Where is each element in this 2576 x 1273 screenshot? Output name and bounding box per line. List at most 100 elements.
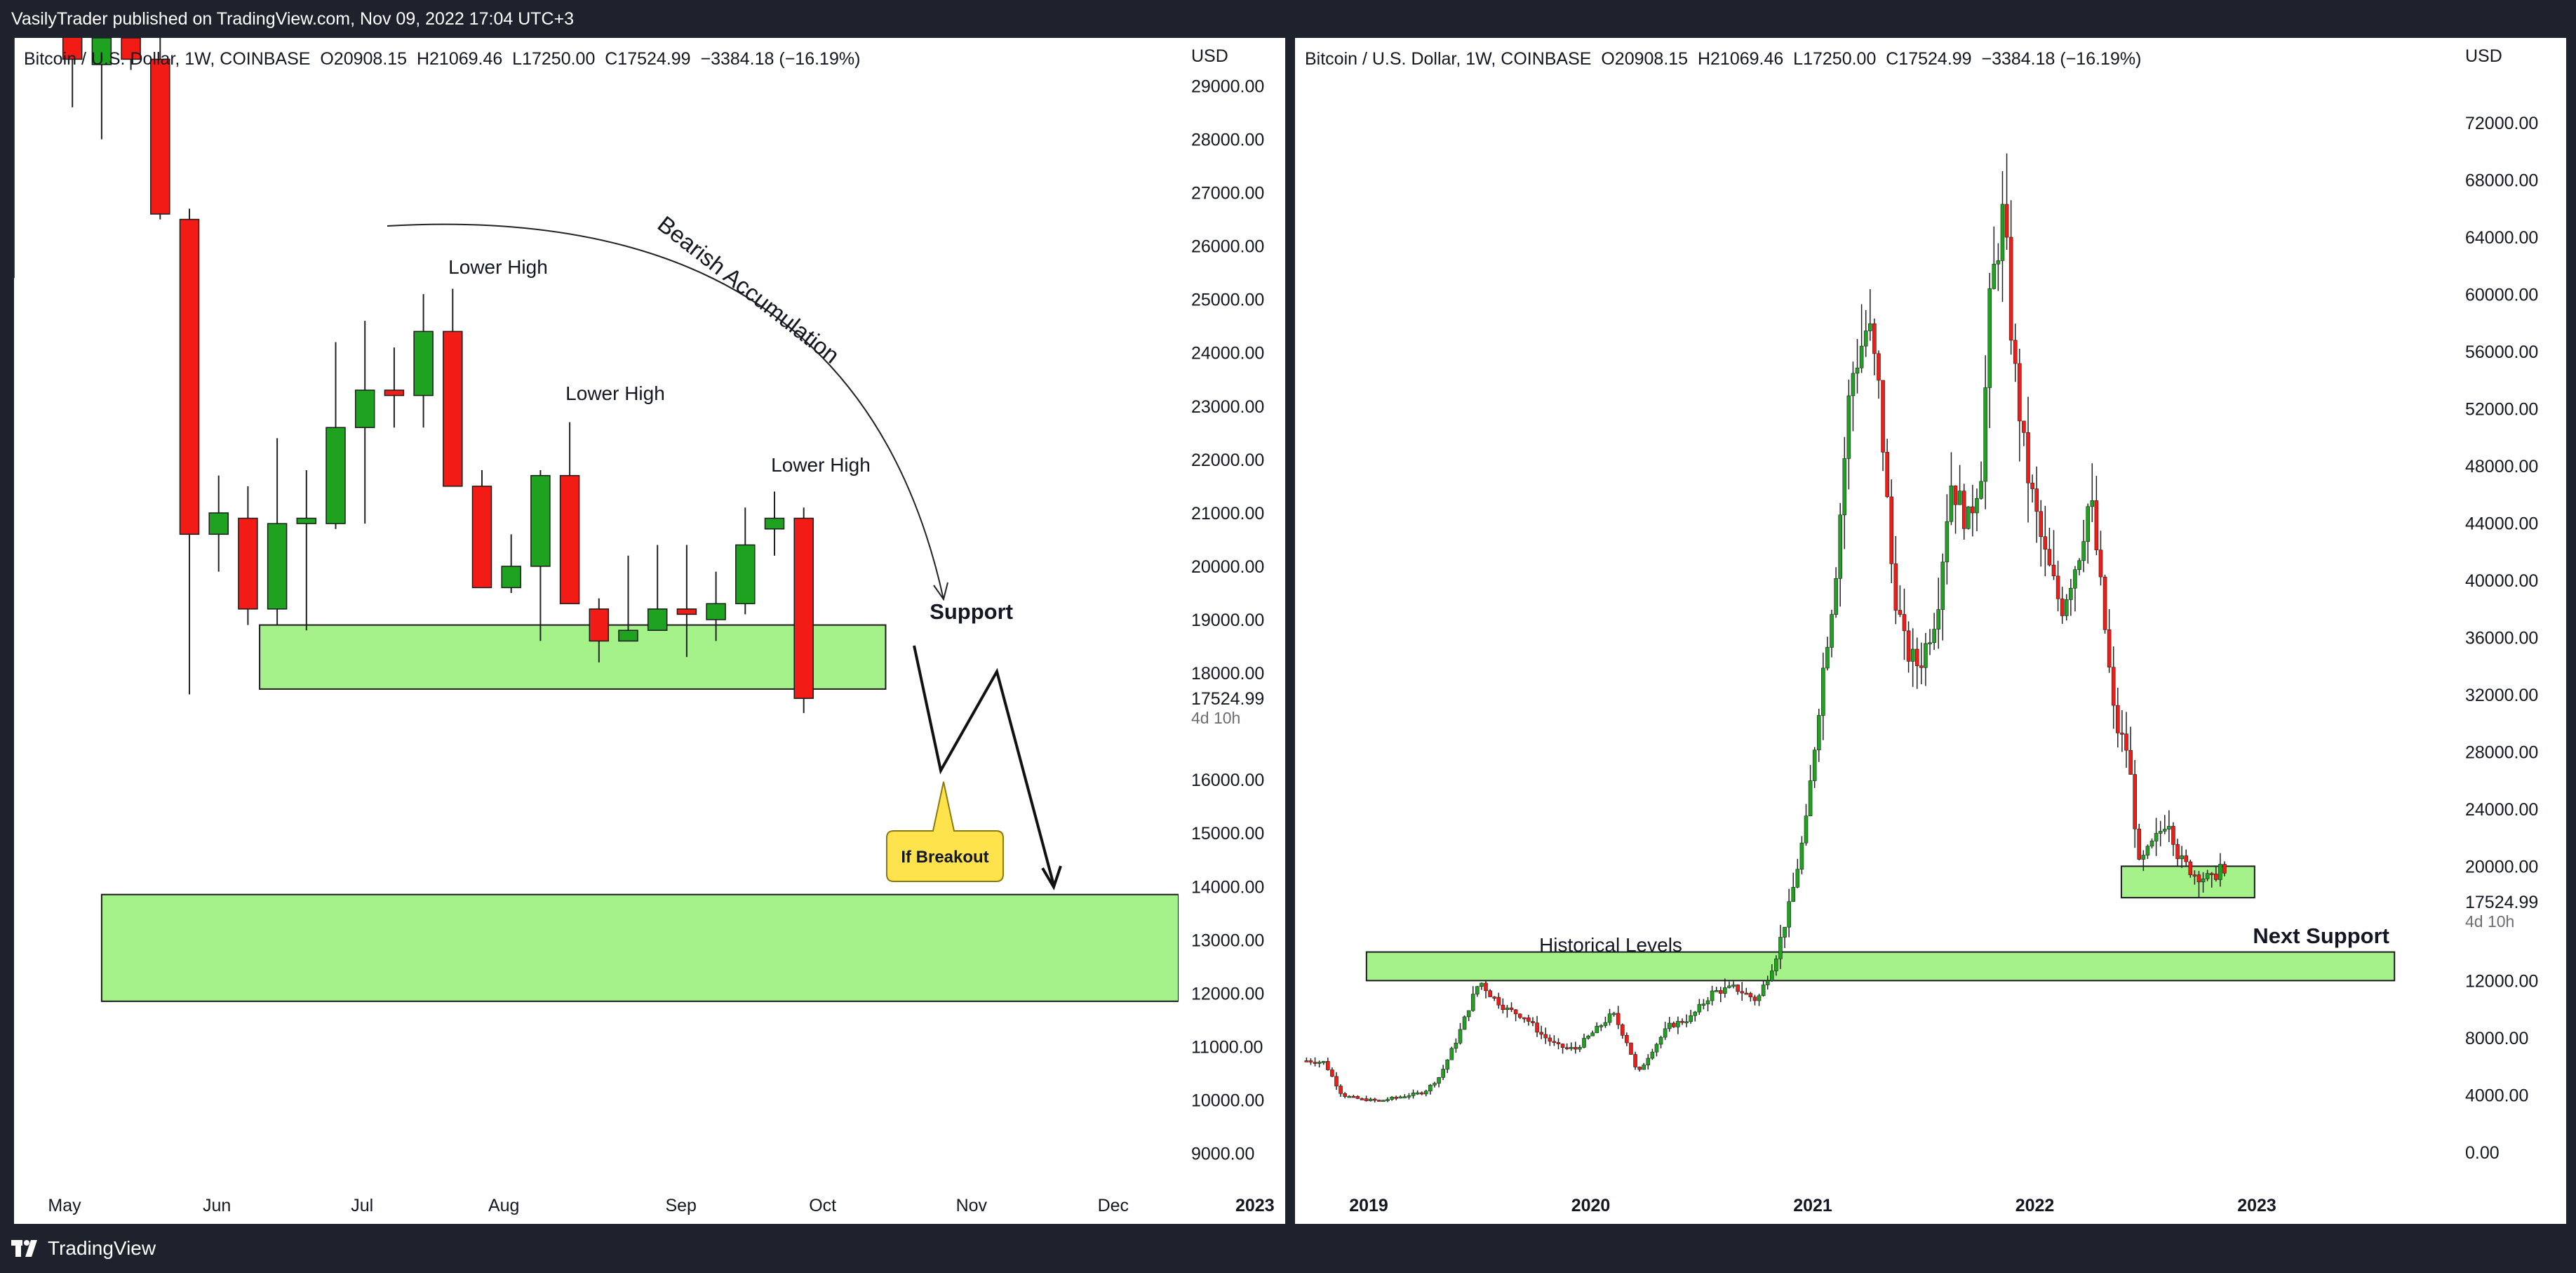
bar-countdown-label: 4d 10h — [2465, 912, 2514, 931]
candle-up — [1983, 387, 1987, 482]
price-tick-label: 28000.00 — [2465, 742, 2538, 762]
price-tick-label: 25000.00 — [1191, 291, 1264, 310]
support-zone-0 — [259, 624, 887, 690]
candle-up — [1445, 1059, 1450, 1069]
candle-down — [2188, 861, 2193, 875]
candle-down — [1304, 1060, 1309, 1062]
symbol-legend-right: Bitcoin / U.S. Dollar, 1W, COINBASE O209… — [1305, 49, 2142, 69]
candle-down — [1881, 380, 1885, 453]
candle-up — [1654, 1044, 1659, 1053]
candle-up — [1386, 1099, 1390, 1101]
price-axis-currency: USD — [1191, 46, 1228, 66]
candle-down — [1672, 1022, 1676, 1027]
candle-up — [764, 517, 785, 530]
candle-up — [1398, 1096, 1403, 1099]
bearish-arc-arrowhead — [933, 582, 948, 601]
candle-up — [1462, 1016, 1467, 1030]
candle-up — [1910, 648, 1915, 662]
candle-up — [735, 544, 756, 604]
candle-down — [1633, 1054, 1637, 1067]
candle-up — [1966, 506, 1971, 529]
price-axis-bg — [1179, 38, 1285, 1224]
candle-up — [1804, 815, 1809, 844]
candle-up — [1714, 990, 1719, 992]
price-tick-label: 29000.00 — [1191, 76, 1264, 96]
candle-down — [1364, 1098, 1369, 1101]
brand-name: TradingView — [48, 1237, 156, 1259]
candle-down — [2102, 576, 2107, 630]
candle-down — [1339, 1086, 1343, 1094]
price-tick-label: 13000.00 — [1191, 931, 1264, 950]
candle-down — [1488, 990, 1492, 997]
candle-up — [2145, 846, 2150, 855]
candle-down — [1351, 1095, 1356, 1098]
tradingview-logo-icon — [11, 1240, 37, 1257]
candle-down — [1906, 630, 1911, 662]
chart-panel-right[interactable]: USD 0.00 4000.00 8000.00 12000.00 20000.00 240… — [1295, 38, 2566, 1224]
candle-down — [1616, 1013, 1621, 1025]
candle-up — [1924, 643, 1928, 668]
candle-down — [1961, 491, 1966, 529]
candle-up — [2218, 864, 2222, 880]
candle-up — [1859, 345, 1864, 368]
candle-up — [1791, 886, 1796, 902]
bearish-arc — [387, 223, 944, 600]
candle-up — [1731, 985, 1736, 987]
candle-down — [2030, 482, 2034, 489]
support-zone-1 — [1365, 951, 2396, 982]
candle-down — [238, 517, 258, 610]
candle-up — [1705, 1000, 1710, 1004]
annotation-bearish-accumulation: Bearish Accumulation — [653, 211, 845, 368]
candle-up — [1697, 1004, 1702, 1013]
candle-down — [1560, 1044, 1565, 1048]
candle-down — [471, 486, 492, 589]
candle-down — [2137, 828, 2142, 860]
chart-panel-left[interactable]: USD 9000.00 10000.00 11000.00 12000.00 13000.… — [14, 38, 1285, 1224]
candle-up — [1757, 995, 1762, 1001]
publish-info: VasilyTrader published on TradingView.co… — [11, 9, 575, 29]
candle-up — [1317, 1062, 1322, 1064]
candle-down — [2133, 774, 2137, 829]
candle-down — [2214, 873, 2218, 880]
annotation-historical-levels: Historical Levels — [1539, 934, 1682, 956]
candle-down — [2222, 864, 2227, 874]
chart-svg-left[interactable]: USD 9000.00 10000.00 11000.00 12000.00 13000.… — [14, 38, 1285, 1224]
price-tick-label: 64000.00 — [2465, 228, 2538, 248]
candle-up — [1433, 1083, 1437, 1086]
candle-up — [1667, 1022, 1672, 1029]
price-tick-label: 22000.00 — [1191, 451, 1264, 470]
candle-up — [1599, 1025, 1604, 1027]
candle-up — [1987, 288, 1992, 388]
price-tick-label: 60000.00 — [2465, 286, 2538, 305]
candle-up — [1975, 498, 1979, 514]
candle-down — [1419, 1092, 1424, 1095]
candle-down — [1564, 1047, 1569, 1049]
candle-down — [1360, 1098, 1364, 1100]
publish-header: VasilyTrader published on TradingView.co… — [0, 0, 2576, 38]
candle-down — [1914, 648, 1919, 667]
candle-up — [1761, 985, 1766, 997]
candle-up — [1684, 1021, 1689, 1024]
candle-up — [413, 331, 434, 396]
candle-down — [2171, 826, 2175, 845]
price-tick-label: 72000.00 — [2465, 114, 2538, 133]
candle-down — [1496, 997, 1501, 1006]
projected-path — [913, 645, 1055, 886]
annotation-lower-high-2: Lower High — [565, 382, 665, 404]
candle-up — [530, 474, 551, 567]
candle-down — [1394, 1097, 1398, 1099]
chart-svg-right[interactable]: USD 0.00 4000.00 8000.00 12000.00 20000.00 240… — [1295, 38, 2566, 1224]
candle-down — [1484, 982, 1488, 992]
tradingview-logo[interactable]: TradingView — [11, 1237, 156, 1260]
candle-down — [2098, 549, 2103, 578]
price-tick-label: 52000.00 — [2465, 400, 2538, 420]
price-tick-label: 44000.00 — [2465, 514, 2538, 533]
candle-up — [1437, 1077, 1441, 1084]
candle-down — [1492, 997, 1496, 999]
candle-down — [1872, 323, 1877, 354]
candle-up — [1569, 1047, 1574, 1049]
price-tick-label: 8000.00 — [2465, 1029, 2528, 1048]
candle-down — [1326, 1061, 1330, 1070]
candle-up — [1830, 614, 1834, 648]
candle-up — [267, 523, 288, 610]
